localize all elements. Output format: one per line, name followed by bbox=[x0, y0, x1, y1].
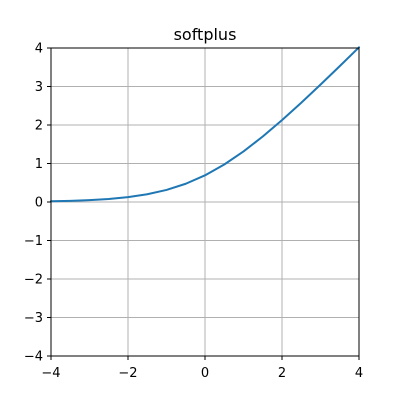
y-tick-label: 1 bbox=[35, 157, 43, 172]
y-tick-label: −3 bbox=[24, 311, 43, 326]
x-tick-label: −2 bbox=[118, 366, 137, 381]
y-axis: −4 −3 −2 −1 0 1 2 3 4 bbox=[24, 42, 51, 365]
y-tick-label: −1 bbox=[24, 234, 43, 249]
y-tick-label: 4 bbox=[35, 42, 43, 57]
x-tick-label: −4 bbox=[41, 366, 60, 381]
plot-area bbox=[50, 46, 360, 203]
y-tick-label: −2 bbox=[24, 273, 43, 288]
y-tick-label: 0 bbox=[35, 196, 43, 211]
chart-title: softplus bbox=[174, 25, 237, 44]
y-tick-label: 2 bbox=[35, 119, 43, 134]
x-tick-label: 0 bbox=[201, 366, 209, 381]
softplus-series-line bbox=[50, 46, 360, 203]
x-tick-label: 4 bbox=[355, 366, 363, 381]
grid bbox=[50, 47, 360, 357]
y-tick-label: −4 bbox=[24, 350, 43, 365]
y-tick-label: 3 bbox=[35, 80, 43, 95]
x-axis: −4 −2 0 2 4 bbox=[41, 356, 363, 381]
x-tick-label: 2 bbox=[278, 366, 286, 381]
